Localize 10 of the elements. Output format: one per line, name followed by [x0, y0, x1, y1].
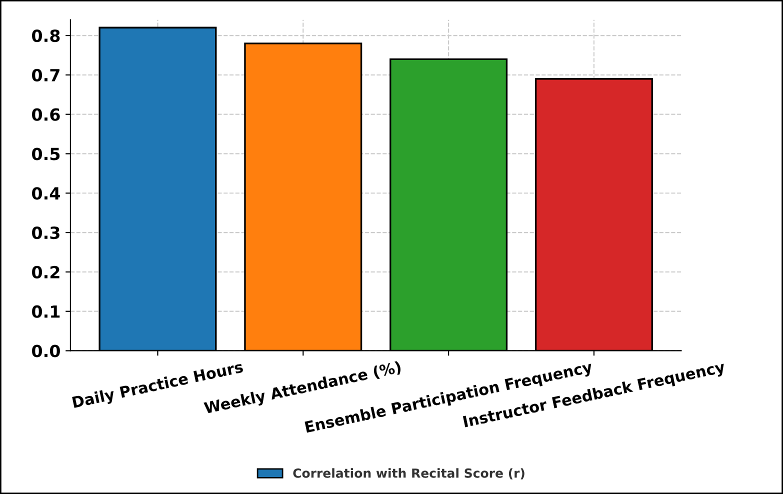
- y-tick-label: 0.2: [32, 266, 60, 279]
- y-tick-label: 0.8: [32, 29, 60, 42]
- y-tick-label: 0.6: [32, 108, 60, 121]
- y-tick-label: 0.3: [32, 226, 60, 240]
- y-tick-label: 0.1: [32, 305, 60, 318]
- legend-label: Correlation with Recital Score (r): [293, 468, 524, 480]
- y-tick-label: 0.4: [32, 187, 60, 200]
- y-tick-label: 0.7: [32, 68, 60, 82]
- y-tick-label: 0.5: [32, 148, 60, 160]
- y-tick-label: 0.0: [32, 344, 60, 358]
